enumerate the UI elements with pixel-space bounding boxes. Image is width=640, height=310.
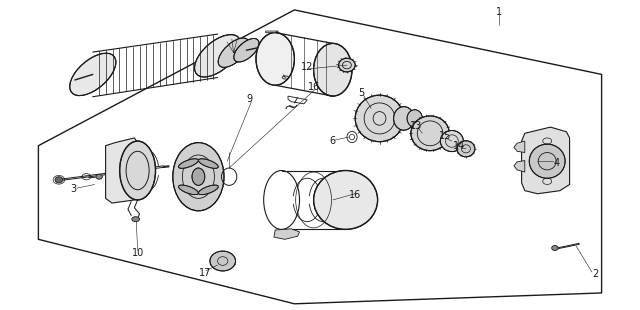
Text: 1: 1 (496, 7, 502, 17)
Ellipse shape (192, 168, 205, 185)
Polygon shape (106, 138, 138, 203)
Ellipse shape (198, 159, 218, 168)
Text: 4: 4 (554, 158, 560, 168)
Text: 14: 14 (453, 141, 466, 151)
Ellipse shape (179, 185, 198, 195)
Text: 15: 15 (438, 131, 451, 141)
Polygon shape (514, 141, 525, 153)
Text: 17: 17 (198, 268, 211, 278)
Ellipse shape (394, 107, 414, 130)
Ellipse shape (218, 38, 249, 67)
Text: 10: 10 (131, 248, 144, 258)
Polygon shape (266, 31, 278, 33)
Ellipse shape (339, 58, 355, 72)
Ellipse shape (552, 246, 558, 250)
Ellipse shape (529, 144, 565, 178)
Ellipse shape (314, 43, 352, 96)
Ellipse shape (440, 131, 463, 152)
Text: 6: 6 (330, 136, 336, 146)
Ellipse shape (210, 251, 236, 271)
Text: 13: 13 (410, 121, 422, 131)
Ellipse shape (55, 177, 63, 183)
Polygon shape (522, 127, 570, 194)
Ellipse shape (355, 95, 404, 142)
Ellipse shape (70, 53, 116, 95)
Ellipse shape (120, 141, 156, 200)
Ellipse shape (198, 185, 218, 195)
Polygon shape (274, 229, 300, 239)
Ellipse shape (195, 35, 241, 77)
Text: 16: 16 (307, 82, 320, 92)
Ellipse shape (96, 174, 102, 179)
Ellipse shape (179, 159, 198, 168)
Ellipse shape (173, 143, 224, 211)
Ellipse shape (457, 141, 475, 157)
Text: 3: 3 (70, 184, 77, 194)
Text: 9: 9 (246, 94, 253, 104)
Ellipse shape (256, 33, 294, 85)
Ellipse shape (132, 217, 140, 222)
Ellipse shape (411, 116, 449, 151)
Polygon shape (514, 161, 525, 172)
Text: 16: 16 (349, 190, 362, 200)
Text: 2: 2 (592, 269, 598, 279)
Ellipse shape (314, 170, 378, 229)
Text: 12: 12 (301, 62, 314, 72)
Ellipse shape (407, 110, 422, 127)
Text: 5: 5 (358, 88, 365, 98)
Ellipse shape (234, 38, 259, 62)
